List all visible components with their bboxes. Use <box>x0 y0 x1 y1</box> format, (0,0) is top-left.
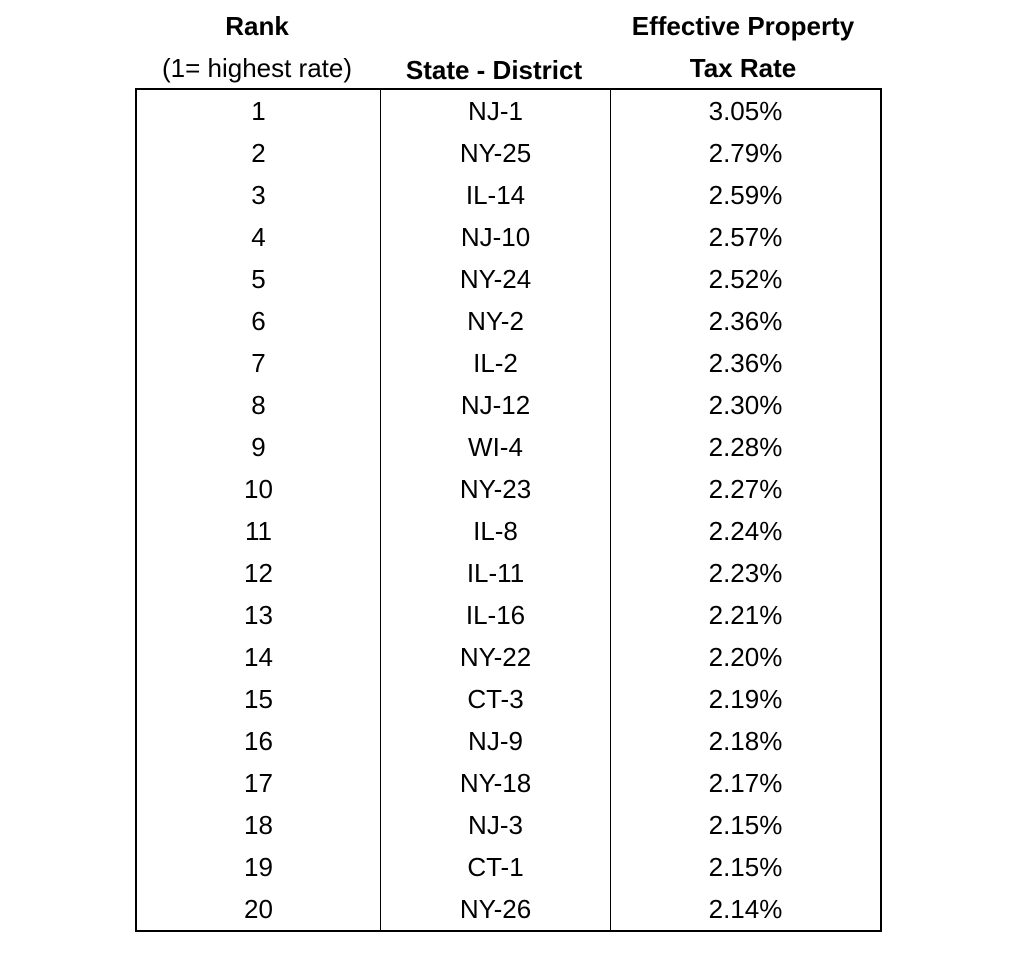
table-row: 3 IL-14 2.59% <box>136 174 881 216</box>
tax-rate-cell: 2.24% <box>708 516 783 546</box>
rank-cell: 1 <box>136 89 381 132</box>
table-row: 6 NY-2 2.36% <box>136 300 881 342</box>
state-district-column-header: State - District <box>405 55 583 85</box>
district-cell: NJ-3 <box>380 804 611 846</box>
district-cell: NY-18 <box>380 762 611 804</box>
table-row: 19 CT-1 2.15% <box>136 846 881 888</box>
district-cell: IL-2 <box>380 342 611 384</box>
tax-rate-cell: 2.15% <box>708 852 783 882</box>
tax-rate-cell: 2.21% <box>708 600 783 630</box>
tax-rate-cell: 2.19% <box>708 684 783 714</box>
rank-cell: 18 <box>136 804 381 846</box>
rank-cell: 13 <box>136 594 381 636</box>
tax-rate-cell: 2.59% <box>708 180 783 210</box>
table-row: 9 WI-4 2.28% <box>136 426 881 468</box>
property-tax-table: 1 NJ-1 3.05% 2 NY-25 2.79% 3 IL-14 2.59% 4 NJ-10 2.… <box>135 88 882 932</box>
table-row: 13 IL-16 2.21% <box>136 594 881 636</box>
tax-rate-cell: 2.52% <box>708 264 783 294</box>
district-cell: NY-2 <box>380 300 611 342</box>
table-row: 4 NJ-10 2.57% <box>136 216 881 258</box>
table-row: 20 NY-26 2.14% <box>136 888 881 931</box>
rank-cell: 6 <box>136 300 381 342</box>
tax-rate-column-header-line1: Effective Property <box>631 11 855 41</box>
table-row: 10 NY-23 2.27% <box>136 468 881 510</box>
rank-cell: 5 <box>136 258 381 300</box>
rank-cell: 2 <box>136 132 381 174</box>
rank-cell: 15 <box>136 678 381 720</box>
rank-cell: 3 <box>136 174 381 216</box>
table-row: 17 NY-18 2.17% <box>136 762 881 804</box>
district-cell: NJ-1 <box>380 89 611 132</box>
district-cell: NJ-9 <box>380 720 611 762</box>
rank-cell: 20 <box>136 888 381 931</box>
district-cell: NY-23 <box>380 468 611 510</box>
district-cell: IL-11 <box>380 552 611 594</box>
table-body: 1 NJ-1 3.05% 2 NY-25 2.79% 3 IL-14 2.59% 4 NJ-10 2.… <box>136 89 881 931</box>
table-row: 14 NY-22 2.20% <box>136 636 881 678</box>
district-cell: NJ-10 <box>380 216 611 258</box>
rank-cell: 12 <box>136 552 381 594</box>
tax-rate-cell: 2.15% <box>708 810 783 840</box>
table-row: 16 NJ-9 2.18% <box>136 720 881 762</box>
tax-rate-cell: 2.27% <box>708 474 783 504</box>
tax-rate-cell: 2.79% <box>708 138 783 168</box>
district-cell: NJ-12 <box>380 384 611 426</box>
rank-cell: 17 <box>136 762 381 804</box>
table-row: 8 NJ-12 2.30% <box>136 384 881 426</box>
table-row: 5 NY-24 2.52% <box>136 258 881 300</box>
tax-rate-cell: 2.17% <box>708 768 783 798</box>
tax-rate-cell: 2.23% <box>708 558 783 588</box>
district-cell: NY-25 <box>380 132 611 174</box>
tax-rate-cell: 2.36% <box>708 348 783 378</box>
tax-rate-cell: 2.36% <box>708 306 783 336</box>
rank-column-subtitle: (1= highest rate) <box>161 53 353 83</box>
table-row: 18 NJ-3 2.15% <box>136 804 881 846</box>
district-cell: NY-24 <box>380 258 611 300</box>
rank-cell: 10 <box>136 468 381 510</box>
rank-cell: 8 <box>136 384 381 426</box>
district-cell: CT-3 <box>380 678 611 720</box>
rank-column-title: Rank <box>225 11 289 41</box>
table-row: 1 NJ-1 3.05% <box>136 89 881 132</box>
district-cell: IL-14 <box>380 174 611 216</box>
tax-rate-cell: 2.28% <box>708 432 783 462</box>
tax-rate-cell: 2.30% <box>708 390 783 420</box>
table-row: 12 IL-11 2.23% <box>136 552 881 594</box>
tax-rate-cell: 3.05% <box>708 96 783 126</box>
district-cell: WI-4 <box>380 426 611 468</box>
district-cell: CT-1 <box>380 846 611 888</box>
rank-cell: 14 <box>136 636 381 678</box>
table-row: 15 CT-3 2.19% <box>136 678 881 720</box>
rank-cell: 19 <box>136 846 381 888</box>
rank-cell: 16 <box>136 720 381 762</box>
district-cell: NY-26 <box>380 888 611 931</box>
tax-rate-cell: 2.18% <box>708 726 783 756</box>
district-cell: IL-16 <box>380 594 611 636</box>
rank-cell: 9 <box>136 426 381 468</box>
table-row: 7 IL-2 2.36% <box>136 342 881 384</box>
table-row: 11 IL-8 2.24% <box>136 510 881 552</box>
district-cell: NY-22 <box>380 636 611 678</box>
tax-rate-column-header-line2: Tax Rate <box>689 53 797 83</box>
rank-cell: 11 <box>136 510 381 552</box>
rank-cell: 7 <box>136 342 381 384</box>
table-row: 2 NY-25 2.79% <box>136 132 881 174</box>
tax-rate-cell: 2.20% <box>708 642 783 672</box>
rank-cell: 4 <box>136 216 381 258</box>
tax-rate-cell: 2.14% <box>708 894 783 924</box>
tax-rate-cell: 2.57% <box>708 222 783 252</box>
district-cell: IL-8 <box>380 510 611 552</box>
